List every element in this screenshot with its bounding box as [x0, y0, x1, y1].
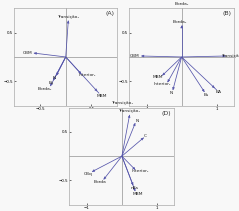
Text: nBs: nBs: [130, 186, 139, 190]
Text: N: N: [53, 76, 56, 80]
Text: MBM: MBM: [152, 75, 163, 79]
Text: Bs: Bs: [48, 81, 54, 85]
Text: CBM: CBM: [130, 54, 140, 58]
Text: Interior₁: Interior₁: [78, 73, 96, 77]
Text: Interior₁: Interior₁: [154, 82, 172, 86]
Text: Interior₁: Interior₁: [131, 169, 149, 173]
Text: Transição₁: Transição₁: [111, 101, 133, 105]
Text: N: N: [135, 119, 139, 123]
Text: Transição₁: Transição₁: [221, 54, 239, 58]
Text: (D): (D): [162, 111, 171, 115]
Text: Borda₁: Borda₁: [174, 1, 189, 5]
Text: (B): (B): [222, 11, 231, 16]
Text: C: C: [144, 134, 147, 138]
Text: CBM: CBM: [22, 51, 32, 55]
Text: Transição₁: Transição₁: [118, 110, 140, 114]
Text: Bs: Bs: [203, 93, 208, 97]
Text: (A): (A): [105, 11, 114, 16]
Text: Borda₁: Borda₁: [173, 20, 187, 24]
Text: CBq: CBq: [84, 172, 93, 176]
Text: Borda₁: Borda₁: [38, 87, 52, 91]
Text: BA: BA: [216, 90, 222, 94]
Text: MBM: MBM: [97, 94, 107, 98]
Text: MBM: MBM: [133, 192, 143, 196]
Text: Transição₁: Transição₁: [57, 15, 79, 19]
Text: Borda: Borda: [94, 180, 107, 184]
Text: N: N: [170, 91, 173, 95]
